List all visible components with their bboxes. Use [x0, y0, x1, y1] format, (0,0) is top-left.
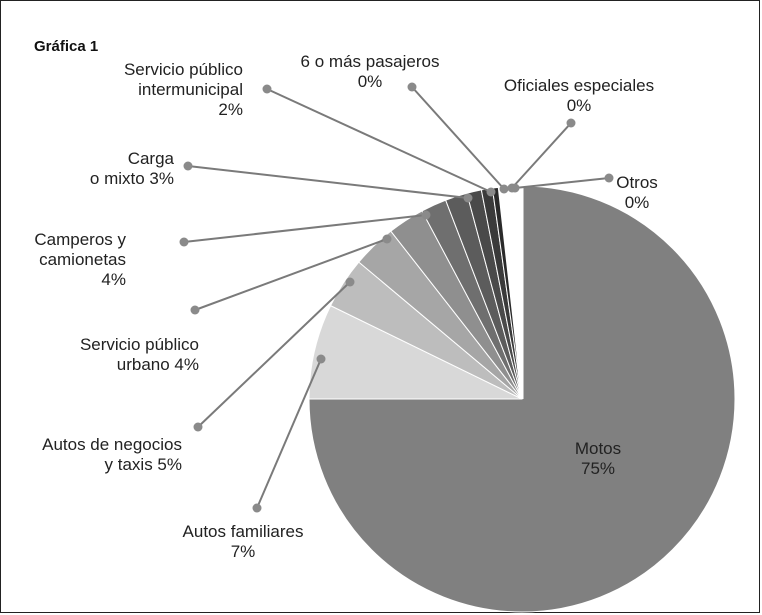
leader-dot	[463, 193, 473, 203]
slice-label-line: 2%	[218, 100, 243, 119]
slice-label: Servicio público intermunicipal 2%	[124, 60, 243, 119]
leader-line	[187, 165, 469, 199]
leader-dot	[262, 84, 272, 94]
leader-line	[256, 358, 322, 509]
slice-label-line: 7%	[231, 542, 256, 561]
slice-label-line: intermunicipal	[138, 80, 243, 99]
slice-label: Autos de negocios y taxis 5%	[42, 435, 182, 474]
leader-line	[514, 177, 610, 189]
slice-label-line: Motos	[575, 439, 621, 458]
slice-label-line: urbano 4%	[117, 355, 199, 374]
slice-label-line: y taxis 5%	[105, 455, 182, 474]
slice-label-line: Servicio público	[124, 60, 243, 79]
slice-label-line: camionetas	[39, 250, 126, 269]
leader-lines	[179, 82, 614, 513]
slice-label-line: Oficiales especiales	[504, 76, 654, 95]
leader-line	[194, 238, 388, 311]
pie-slices	[308, 185, 736, 613]
leader-line	[183, 214, 427, 243]
slice-label: Otros 0%	[616, 173, 658, 212]
leader-dot	[604, 173, 614, 183]
slice-label-line: 6 o más pasajeros	[301, 52, 440, 71]
slice-label-line: Carga	[128, 149, 175, 168]
slice-labels: Motos 75% Autos familiares 7% Autos de negoc…	[34, 52, 657, 561]
slice-label-line: Autos de negocios	[42, 435, 182, 454]
leader-dot	[566, 118, 576, 128]
slice-label-line: 75%	[581, 459, 615, 478]
leader-dot	[382, 234, 392, 244]
leader-dot	[183, 161, 193, 171]
slice-label-line: Camperos y	[34, 230, 126, 249]
slice-label: Carga o mixto 3%	[90, 149, 175, 188]
slice-label-line: 0%	[625, 193, 650, 212]
chart-title: Gráfica 1	[34, 38, 98, 55]
slice-label: Autos familiares 7%	[183, 522, 304, 561]
slice-label-line: 0%	[567, 96, 592, 115]
leader-dot	[421, 210, 431, 220]
leader-dot	[252, 503, 262, 513]
leader-dot	[179, 237, 189, 247]
leader-line	[197, 281, 351, 428]
slice-label-line: Autos familiares	[183, 522, 304, 541]
slice-label: Oficiales especiales 0%	[504, 76, 654, 115]
slice-label-line: Servicio público	[80, 335, 199, 354]
slice-label: Camperos y camionetas 4%	[34, 230, 126, 289]
leader-line	[411, 86, 505, 190]
leader-dot	[193, 422, 203, 432]
slice-label: 6 o más pasajeros 0%	[301, 52, 440, 91]
leader-dot	[407, 82, 417, 92]
leader-dot	[345, 277, 355, 287]
leader-dot	[190, 305, 200, 315]
slice-label-line: Otros	[616, 173, 658, 192]
leader-line	[511, 122, 572, 189]
slice-label: Motos 75%	[575, 439, 621, 478]
slice-label-line: o mixto 3%	[90, 169, 174, 188]
slice-label-line: 4%	[101, 270, 126, 289]
leader-dot	[316, 354, 326, 364]
leader-line	[266, 88, 492, 193]
slice-label-line: 0%	[358, 72, 383, 91]
leader-dot	[486, 187, 496, 197]
leader-dot	[499, 184, 509, 194]
pie-slice	[308, 185, 736, 613]
leader-dot	[510, 183, 520, 193]
slice-label: Servicio público urbano 4%	[80, 335, 199, 374]
